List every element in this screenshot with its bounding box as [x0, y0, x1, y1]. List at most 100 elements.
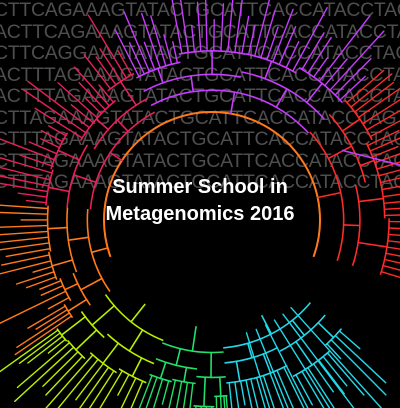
- tree-leaf: [27, 305, 66, 329]
- tree-branch: [67, 298, 88, 312]
- tree-leaf: [266, 26, 279, 61]
- tree-branch: [75, 329, 98, 351]
- tree-leaf: [253, 0, 271, 57]
- dna-line: CTTCAGAAAGTATACTGCATTCACCATACCTAGTATAAAC…: [0, 0, 400, 21]
- tree-leaf: [374, 153, 400, 164]
- tree-leaf: [75, 362, 105, 401]
- tree-branch: [359, 159, 375, 167]
- tree-leaf: [371, 145, 399, 158]
- tree-leaf: [313, 57, 329, 78]
- tree-leaf: [0, 260, 52, 275]
- tree-leaf: [42, 351, 79, 387]
- tree-branch: [291, 319, 306, 337]
- tree-leaf: [382, 264, 400, 271]
- tree-leaf: [0, 182, 49, 193]
- tree-leaf: [366, 109, 400, 131]
- tree-leaf: [387, 233, 400, 237]
- title-line-1: Summer School in: [112, 176, 288, 198]
- tree-branch: [317, 321, 335, 339]
- tree-leaf: [88, 370, 115, 408]
- tree-branch: [47, 186, 71, 193]
- tree-leaf: [382, 193, 400, 198]
- tree-branch: [275, 88, 288, 108]
- tree-leaf: [34, 107, 83, 139]
- tree-leaf: [262, 374, 275, 408]
- tree-leaf: [278, 26, 297, 66]
- tree-branch: [119, 80, 137, 106]
- tree-leaf: [307, 367, 335, 408]
- tree-leaf: [383, 207, 400, 211]
- tree-leaf: [341, 149, 400, 166]
- tree-leaf: [83, 54, 112, 90]
- tree-leaf: [318, 359, 345, 395]
- tree-leaf: [98, 84, 115, 104]
- tree-branch: [203, 376, 206, 408]
- tree-leaf: [227, 0, 234, 53]
- tree-leaf: [383, 258, 400, 264]
- tree-leaf: [312, 363, 334, 393]
- tree-branch: [80, 277, 103, 291]
- tree-leaf: [334, 334, 387, 384]
- tree-leaf: [369, 137, 400, 152]
- tree-leaf: [0, 175, 50, 187]
- tree-leaf: [272, 8, 294, 63]
- tree-leaf: [255, 377, 266, 408]
- tree-leaf: [220, 3, 225, 52]
- tree-leaf: [47, 338, 66, 354]
- tree-leaf: [27, 80, 91, 129]
- tree-leaf: [379, 177, 400, 184]
- tree-leaf: [239, 380, 246, 406]
- tree-branch: [67, 236, 90, 241]
- tree-branch: [264, 60, 273, 80]
- dna-line: ACTTTAGAAAGTATACTGCATTCACCATACCTAGTATAAA…: [0, 85, 400, 107]
- tree-leaf: [123, 11, 151, 73]
- tree-leaf: [282, 313, 355, 408]
- tree-leaf: [330, 339, 387, 396]
- tree-leaf: [25, 276, 57, 289]
- tree-branch: [159, 361, 167, 380]
- tree-branch: [175, 347, 182, 367]
- tree-leaf: [204, 0, 208, 52]
- tree-branch: [102, 342, 120, 365]
- tree-leaf: [362, 99, 400, 125]
- tree-leaf: [99, 48, 122, 82]
- tree-branch: [131, 357, 143, 378]
- tree-leaf: [73, 66, 111, 107]
- tree-leaf: [225, 395, 228, 408]
- tree-leaf: [0, 166, 51, 181]
- tree-leaf: [19, 154, 53, 167]
- tree-leaf: [376, 161, 400, 170]
- tree-leaf: [241, 15, 250, 55]
- tree-leaf: [285, 41, 300, 69]
- tree-leaf: [0, 290, 67, 324]
- tree-leaf: [247, 24, 256, 56]
- tree-leaf: [307, 36, 332, 74]
- tree-leaf: [140, 12, 161, 69]
- tree-leaf: [28, 141, 58, 155]
- tree-leaf: [264, 324, 309, 408]
- tree-leaf: [35, 309, 69, 330]
- tree-leaf: [40, 138, 61, 149]
- tree-leaf: [276, 369, 294, 408]
- tree-leaf: [338, 330, 361, 350]
- tree-branch: [90, 247, 109, 254]
- tree-leaf: [172, 41, 179, 64]
- tree-branch: [305, 82, 323, 104]
- tree-leaf: [354, 81, 395, 113]
- tree-branch: [357, 197, 385, 203]
- tree-leaf: [161, 380, 170, 405]
- tree-leaf: [138, 374, 153, 408]
- dna-line: CTTTAGAAAGTATACTGCATTCACCATACCTAGTACAAAC…: [0, 171, 400, 193]
- tree-leaf: [290, 307, 383, 408]
- tree-branch: [95, 118, 110, 131]
- tree-leaf: [381, 185, 400, 191]
- tree-leaf: [182, 381, 189, 408]
- tree-leaf: [322, 355, 348, 387]
- tree-leaf: [84, 97, 103, 115]
- tree-branch: [190, 75, 194, 93]
- tree-leaf: [380, 271, 400, 279]
- tree-leaf: [292, 6, 328, 72]
- tree-branch: [64, 282, 79, 291]
- tree-leaf: [143, 41, 156, 71]
